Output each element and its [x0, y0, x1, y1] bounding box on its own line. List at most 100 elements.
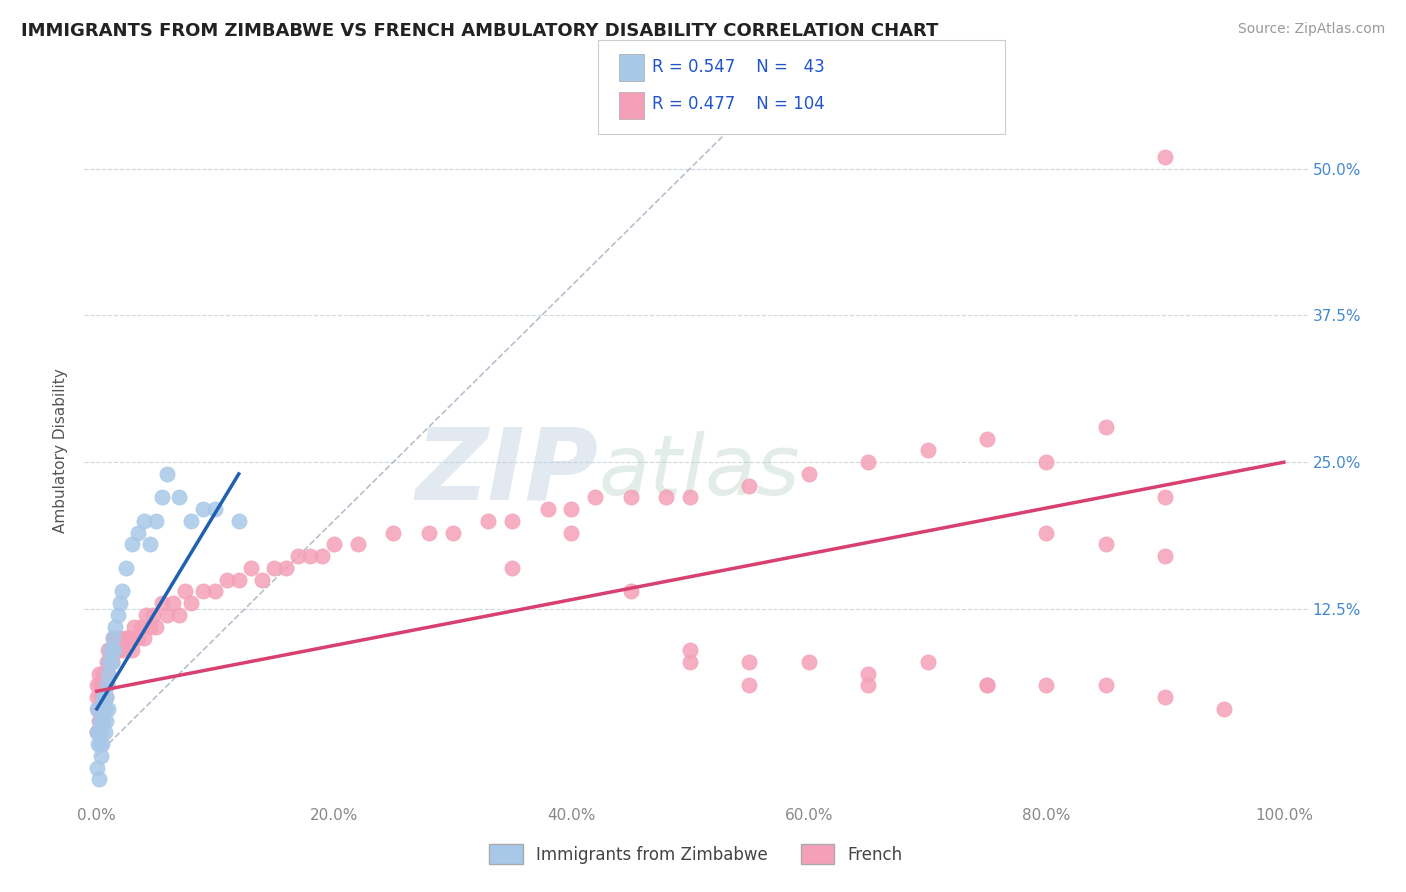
- Point: [87, 737, 110, 751]
- Point: [382, 525, 405, 540]
- Point: [90, 690, 112, 705]
- Point: [856, 455, 879, 469]
- Point: [87, 702, 110, 716]
- Text: atlas: atlas: [598, 431, 800, 512]
- Text: ZIP: ZIP: [415, 423, 598, 520]
- Point: [103, 643, 125, 657]
- Point: [298, 549, 321, 564]
- Point: [97, 702, 120, 716]
- Point: [96, 678, 118, 692]
- Point: [797, 655, 820, 669]
- Point: [94, 690, 117, 705]
- Point: [89, 737, 111, 751]
- Point: [418, 525, 440, 540]
- Point: [180, 596, 202, 610]
- Point: [976, 432, 998, 446]
- Point: [131, 619, 153, 633]
- Point: [94, 690, 117, 705]
- Point: [174, 584, 197, 599]
- Point: [1035, 455, 1057, 469]
- Y-axis label: Ambulatory Disability: Ambulatory Disability: [53, 368, 69, 533]
- Point: [86, 760, 108, 774]
- Point: [1154, 150, 1177, 164]
- Point: [156, 467, 179, 481]
- Point: [1094, 678, 1116, 692]
- Point: [87, 725, 110, 739]
- Point: [263, 561, 285, 575]
- Point: [86, 725, 108, 739]
- Point: [93, 690, 115, 705]
- Point: [1154, 549, 1177, 564]
- Point: [287, 549, 309, 564]
- Point: [91, 678, 114, 692]
- Point: [228, 514, 250, 528]
- Point: [738, 678, 761, 692]
- Point: [145, 619, 167, 633]
- Point: [90, 748, 112, 763]
- Point: [107, 632, 129, 646]
- Point: [536, 502, 558, 516]
- Legend: Immigrants from Zimbabwe, French: Immigrants from Zimbabwe, French: [481, 836, 911, 872]
- Point: [239, 561, 262, 575]
- Point: [103, 643, 125, 657]
- Point: [89, 725, 111, 739]
- Text: IMMIGRANTS FROM ZIMBABWE VS FRENCH AMBULATORY DISABILITY CORRELATION CHART: IMMIGRANTS FROM ZIMBABWE VS FRENCH AMBUL…: [21, 22, 938, 40]
- Point: [105, 643, 128, 657]
- Point: [145, 514, 167, 528]
- Point: [560, 502, 582, 516]
- Point: [100, 643, 122, 657]
- Point: [93, 702, 115, 716]
- Point: [311, 549, 333, 564]
- Point: [93, 690, 115, 705]
- Point: [477, 514, 499, 528]
- Point: [89, 678, 111, 692]
- Point: [86, 678, 108, 692]
- Point: [89, 702, 111, 716]
- Point: [94, 714, 117, 728]
- Point: [104, 619, 127, 633]
- Point: [100, 655, 122, 669]
- Point: [976, 678, 998, 692]
- Point: [583, 491, 606, 505]
- Point: [142, 607, 165, 622]
- Point: [108, 596, 131, 610]
- Point: [856, 678, 879, 692]
- Point: [91, 702, 114, 716]
- Point: [228, 573, 250, 587]
- Text: Source: ZipAtlas.com: Source: ZipAtlas.com: [1237, 22, 1385, 37]
- Point: [87, 772, 110, 787]
- Point: [1154, 491, 1177, 505]
- Point: [93, 666, 115, 681]
- Point: [101, 632, 124, 646]
- Point: [156, 607, 179, 622]
- Point: [655, 491, 678, 505]
- Point: [138, 619, 160, 633]
- Point: [121, 643, 143, 657]
- Point: [917, 655, 939, 669]
- Point: [679, 643, 702, 657]
- Point: [122, 619, 145, 633]
- Point: [976, 678, 998, 692]
- Point: [138, 537, 160, 551]
- Point: [1035, 678, 1057, 692]
- Point: [276, 561, 298, 575]
- Point: [97, 643, 120, 657]
- Point: [620, 491, 643, 505]
- Point: [90, 725, 112, 739]
- Text: R = 0.477    N = 104: R = 0.477 N = 104: [652, 95, 825, 113]
- Point: [111, 584, 134, 599]
- Point: [90, 714, 112, 728]
- Point: [501, 514, 523, 528]
- Point: [917, 443, 939, 458]
- Point: [441, 525, 464, 540]
- Point: [679, 491, 702, 505]
- Point: [204, 584, 226, 599]
- Point: [169, 491, 191, 505]
- Point: [91, 737, 114, 751]
- Point: [96, 655, 118, 669]
- Point: [97, 666, 120, 681]
- Point: [191, 502, 214, 516]
- Point: [1213, 702, 1236, 716]
- Point: [93, 714, 115, 728]
- Point: [560, 525, 582, 540]
